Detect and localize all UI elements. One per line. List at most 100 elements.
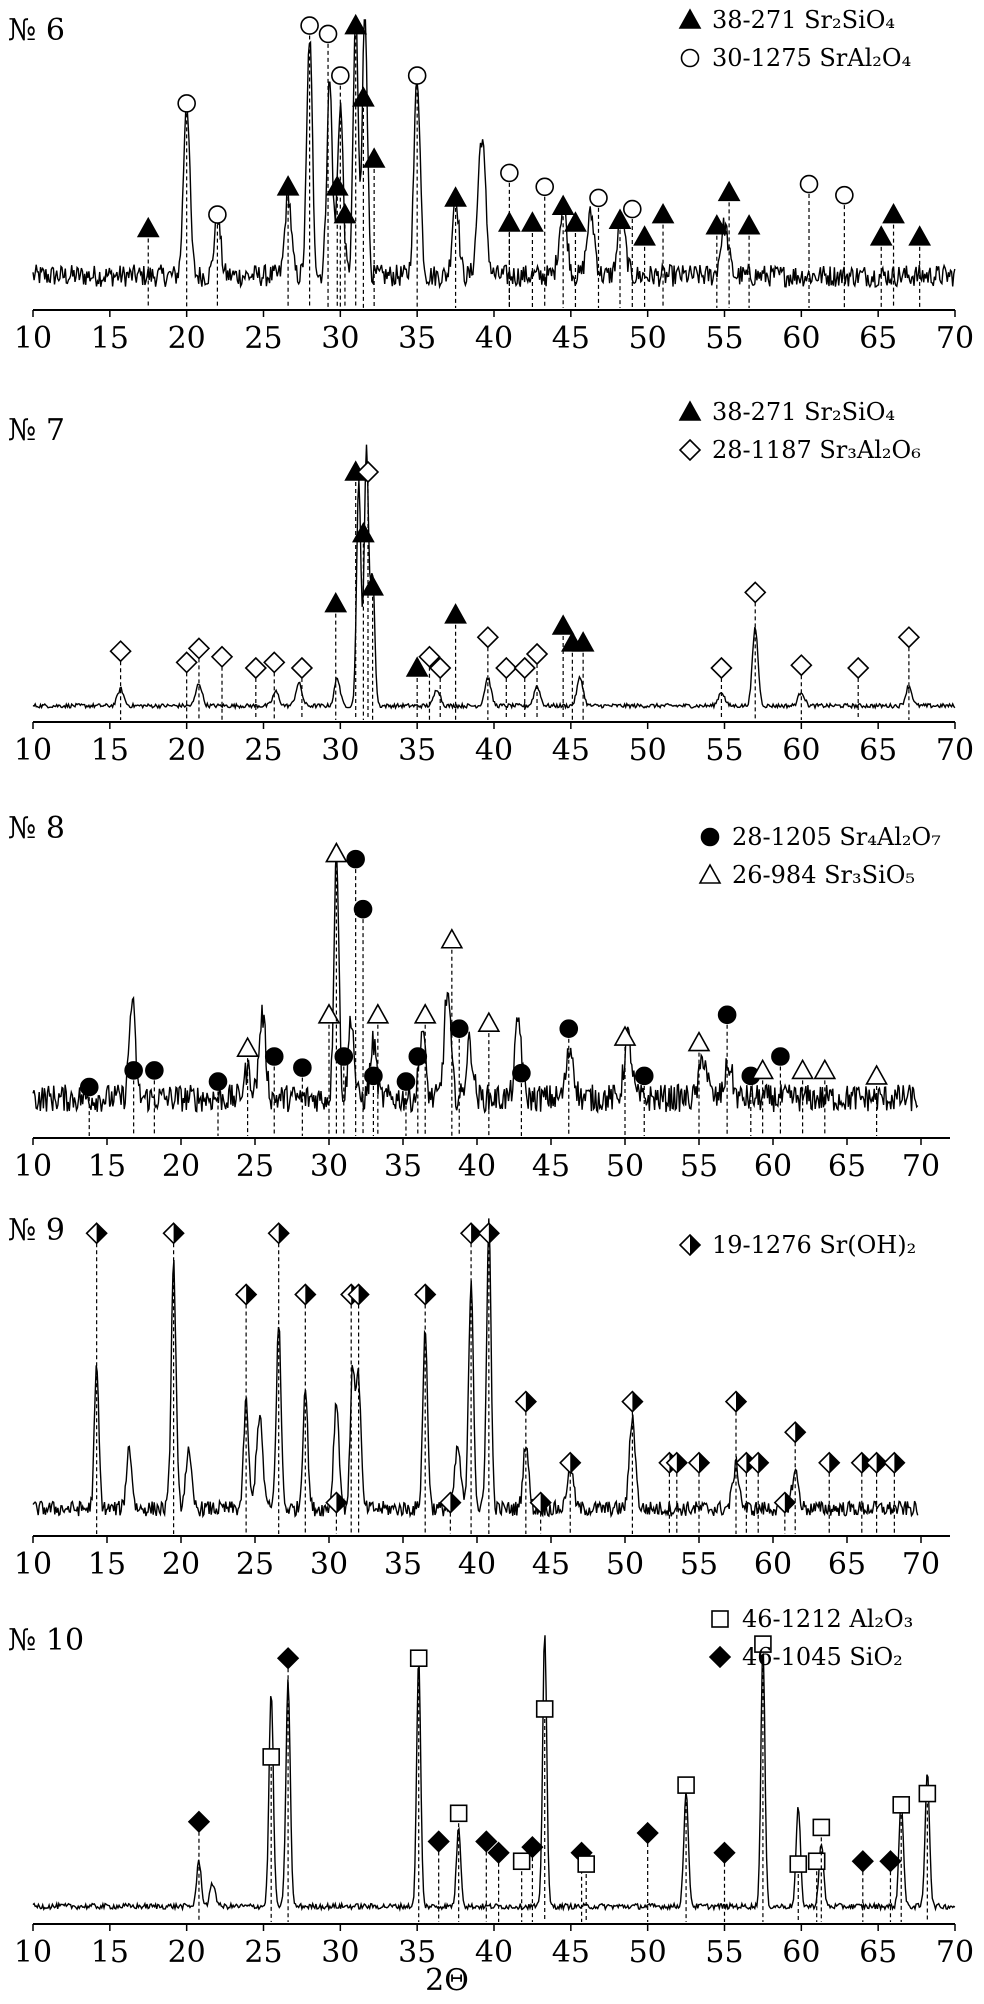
phase-marker-diamond-filled	[187, 1810, 211, 1833]
phase-marker-triangle-open	[865, 1064, 888, 1085]
phase-marker-circle-filled	[334, 1047, 354, 1066]
phase-marker-triangle-filled	[333, 202, 357, 224]
x-tick-label: 65	[859, 1935, 897, 1970]
legend-marker-square-open	[711, 1610, 729, 1628]
x-tick-label: 25	[244, 733, 282, 768]
legend-label: 30-1275 SrAl₂O₄	[712, 44, 911, 72]
phase-marker-diamond-open	[495, 656, 518, 680]
x-tick-label: 70	[936, 1935, 974, 1970]
x-tick-label: 65	[828, 1149, 866, 1184]
phase-marker-diamond-half	[347, 1283, 370, 1306]
phase-marker-square-open	[918, 1784, 937, 1803]
phase-marker-diamond-half	[865, 1451, 888, 1474]
phase-marker-circle-open	[177, 94, 196, 113]
phase-marker-triangle-filled	[324, 591, 348, 613]
phase-marker-diamond-half	[477, 1222, 500, 1245]
phase-marker-diamond-open	[290, 656, 314, 680]
phase-marker-circle-filled	[346, 849, 365, 869]
panel-label: № 8	[8, 811, 65, 846]
xrd-panel-8: № 8 10 15 20 25 30 35 40 45 50 55 60 65 70 28-1205 Sr₄…	[8, 811, 950, 1184]
phase-marker-diamond-half	[234, 1283, 258, 1306]
x-tick-label: 55	[705, 321, 743, 356]
x-tick-label: 25	[244, 321, 282, 356]
phase-marker-circle-open	[535, 177, 555, 197]
x-tick-label: 30	[310, 1149, 348, 1184]
phase-marker-triangle-filled	[737, 214, 761, 235]
phase-marker-triangle-filled	[362, 147, 386, 168]
phase-marker-triangle-filled	[633, 225, 656, 246]
phase-marker-diamond-filled	[879, 1850, 902, 1873]
legend-label: 19-1276 Sr(OH)₂	[712, 1231, 916, 1259]
phase-marker-triangle-filled	[352, 86, 375, 107]
x-tick-label: 45	[532, 1547, 570, 1582]
phase-marker-diamond-filled	[851, 1850, 874, 1873]
phase-marker-diamond-open	[263, 651, 286, 674]
x-tick-label: 40	[475, 733, 513, 768]
xrd-panel-7: № 7 10 15 20 25 30 35 40 45 50 55 60 65 70 38-271 Sr₂S…	[8, 398, 974, 768]
phase-marker-diamond-filled	[636, 1821, 659, 1845]
phase-marker-circle-open	[589, 188, 608, 208]
x-tick-label: 15	[88, 1149, 126, 1184]
phase-marker-triangle-open	[791, 1058, 814, 1080]
xrd-panel-10: № 10 10 15 20 25 30 35 40 45 50 55 60 65 70 46-1212 Al…	[8, 1605, 974, 1970]
phase-marker-circle-filled	[408, 1047, 428, 1066]
panel-label: № 6	[8, 13, 65, 48]
x-tick-label: 10	[14, 1149, 52, 1184]
phase-marker-diamond-open	[356, 460, 380, 484]
phase-marker-diamond-half	[514, 1390, 537, 1413]
phase-marker-diamond-half	[85, 1222, 108, 1245]
phase-marker-triangle-open	[477, 1011, 501, 1032]
phase-marker-circle-filled	[771, 1047, 790, 1066]
legend-marker-triangle-open	[698, 863, 722, 884]
x-tick-label: 10	[14, 1547, 52, 1582]
phase-marker-triangle-open	[687, 1030, 711, 1052]
x-tick-label: 45	[552, 1935, 590, 1970]
phase-marker-triangle-open	[366, 1003, 390, 1024]
phase-marker-circle-filled	[449, 1019, 469, 1038]
phase-marker-square-open	[409, 1649, 428, 1667]
x-tick-label: 50	[629, 321, 667, 356]
x-tick-label: 35	[384, 1149, 422, 1184]
legend-marker-triangle-filled	[678, 8, 702, 29]
panel-label: № 7	[8, 413, 65, 448]
phase-marker-triangle-filled	[325, 175, 349, 196]
x-tick-label: 50	[629, 733, 667, 768]
phase-marker-diamond-filled	[487, 1841, 510, 1864]
x-tick-label: 10	[14, 1935, 52, 1970]
phase-marker-diamond-half	[559, 1451, 582, 1474]
x-tick-label: 15	[88, 1547, 126, 1582]
x-tick-label: 45	[552, 321, 590, 356]
x-tick-label: 70	[936, 733, 974, 768]
phase-marker-diamond-half	[267, 1222, 290, 1245]
phase-marker-diamond-half	[414, 1283, 437, 1306]
phase-marker-circle-open	[208, 205, 227, 224]
xrd-trace	[32, 444, 956, 711]
phase-marker-triangle-open	[325, 841, 348, 863]
x-tick-label: 60	[782, 1935, 820, 1970]
legend-marker-triangle-filled	[678, 400, 702, 421]
phase-marker-circle-filled	[634, 1066, 654, 1086]
phase-marker-diamond-half	[294, 1283, 317, 1306]
phase-marker-diamond-half	[439, 1491, 462, 1514]
x-tick-label: 35	[384, 1547, 422, 1582]
x-tick-label: 40	[475, 1935, 513, 1970]
x-tick-label: 70	[936, 321, 974, 356]
x-tick-label: 20	[168, 733, 206, 768]
x-tick-label: 50	[606, 1547, 644, 1582]
phase-marker-triangle-filled	[882, 202, 905, 224]
phase-marker-circle-filled	[364, 1066, 383, 1086]
legend-marker-diamond-open	[678, 438, 702, 462]
phase-marker-circle-open	[622, 199, 642, 219]
phase-marker-circle-filled	[512, 1063, 531, 1083]
x-tick-label: 50	[606, 1149, 644, 1184]
phase-marker-triangle-filled	[551, 614, 575, 635]
legend-label: 38-271 Sr₂SiO₄	[712, 398, 895, 426]
panel-label: № 10	[8, 1623, 84, 1658]
x-tick-label: 15	[91, 321, 129, 356]
phase-marker-diamond-half	[784, 1421, 807, 1444]
phase-marker-triangle-open	[236, 1036, 259, 1057]
phase-marker-circle-filled	[208, 1072, 228, 1091]
x-tick-label: 15	[91, 1935, 129, 1970]
phase-marker-circle-filled	[717, 1005, 737, 1025]
